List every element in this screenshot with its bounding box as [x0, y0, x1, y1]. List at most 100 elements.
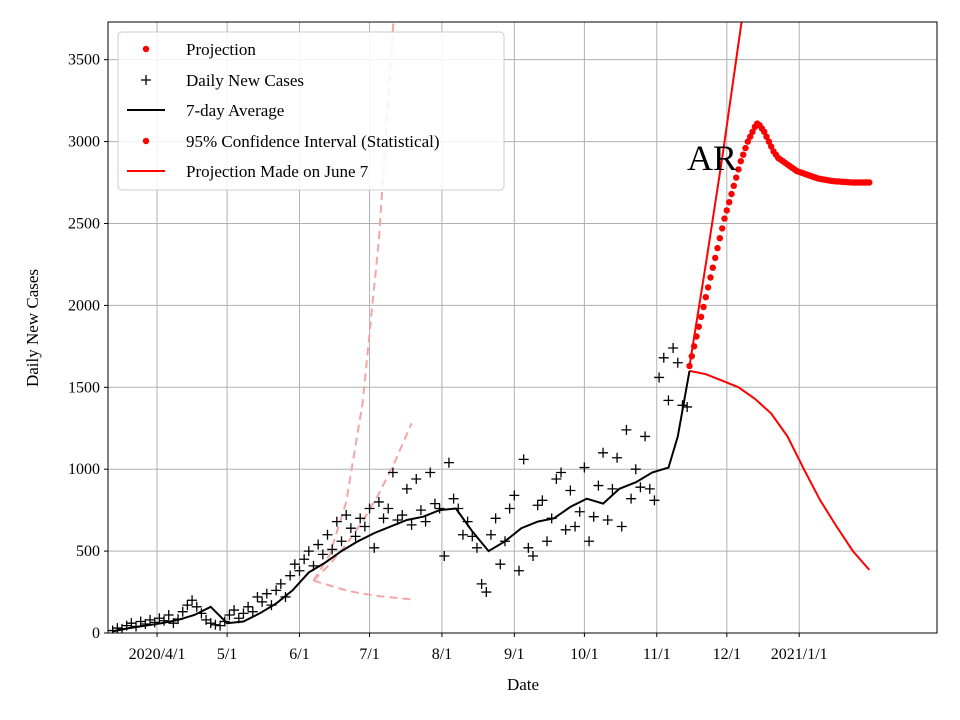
daily-case-marker [243, 601, 254, 612]
daily-case-marker [387, 467, 398, 478]
projection-point [749, 128, 756, 135]
daily-case-marker [322, 529, 333, 540]
daily-case-marker [303, 546, 314, 557]
daily-case-marker [378, 513, 389, 524]
y-tick-label: 1500 [68, 379, 100, 396]
y-tick-label: 2000 [68, 297, 100, 314]
daily-case-marker [364, 503, 375, 514]
projection-point [686, 362, 693, 370]
projection-point [712, 254, 719, 262]
daily-case-marker [630, 464, 641, 475]
daily-case-marker [471, 542, 482, 553]
region-label: AR [687, 138, 737, 178]
projection-point [700, 303, 707, 311]
june-projection-lower-bound [313, 579, 412, 601]
daily-case-marker [341, 510, 352, 521]
daily-case-marker [285, 570, 296, 581]
projection-point [709, 264, 716, 271]
y-tick-label: 2500 [68, 215, 100, 232]
daily-case-marker [616, 521, 627, 532]
y-tick-label: 500 [76, 543, 100, 560]
daily-case-marker [457, 529, 468, 540]
daily-case-marker [397, 510, 408, 521]
daily-case-marker [205, 618, 216, 629]
daily-case-marker [663, 395, 674, 406]
daily-case-marker [481, 587, 492, 598]
daily-case-marker [495, 559, 506, 570]
y-tick-label: 1000 [68, 461, 100, 478]
daily-case-marker [551, 474, 562, 485]
x-tick-label: 9/1 [504, 646, 524, 663]
x-tick-label: 11/1 [643, 646, 671, 663]
seven-day-average-line [112, 370, 691, 633]
daily-case-marker [224, 609, 235, 620]
daily-case-marker [210, 619, 221, 630]
axes-frame [107, 21, 938, 634]
daily-case-marker [401, 483, 412, 494]
daily-case-marker [415, 505, 426, 516]
daily-case-marker [593, 480, 604, 491]
daily-case-marker [640, 431, 651, 442]
x-tick-label: 5/1 [217, 646, 237, 663]
projection-point [702, 294, 709, 301]
projection-point [695, 323, 702, 330]
daily-case-marker [570, 521, 581, 532]
ci-upper-line [688, 22, 743, 367]
x-tick-label: 2020/4/1 [129, 646, 186, 663]
daily-case-marker [355, 513, 366, 524]
daily-case-marker [518, 454, 529, 465]
daily-case-marker [140, 618, 151, 629]
plot-series [108, 22, 873, 633]
projection-point [763, 133, 770, 140]
daily-case-marker [182, 600, 193, 611]
projection-point [728, 190, 735, 198]
daily-case-marker [317, 549, 328, 560]
june-projection-upper-bound [312, 22, 395, 582]
projection-point [719, 225, 726, 232]
daily-case-marker [215, 620, 226, 631]
x-tick-label: 12/1 [713, 646, 741, 663]
daily-case-marker [238, 608, 249, 619]
daily-case-marker [187, 595, 198, 606]
projection-point [714, 244, 721, 252]
daily-case-marker [359, 521, 370, 532]
projection-point [730, 182, 737, 189]
projection-point [744, 138, 751, 145]
legend-label: 95% Confidence Interval (Statistical) [186, 132, 440, 151]
daily-case-marker [149, 617, 160, 628]
daily-case-marker [612, 452, 623, 463]
daily-case-marker [350, 531, 361, 542]
daily-case-marker [509, 490, 520, 501]
projection-point [765, 138, 773, 145]
daily-case-marker [537, 495, 548, 506]
projection-point [704, 284, 712, 291]
projection-point [737, 158, 744, 165]
legend-ci-marker [142, 137, 150, 145]
daily-case-marker [635, 482, 646, 493]
daily-case-marker [294, 565, 305, 576]
daily-case-marker [626, 493, 637, 504]
daily-case-marker [406, 519, 417, 530]
daily-case-marker [177, 606, 188, 617]
daily-case-marker [528, 551, 539, 562]
legend-label: Daily New Cases [186, 71, 304, 90]
x-tick-label: 7/1 [359, 646, 379, 663]
daily-case-marker [261, 588, 272, 599]
daily-case-marker [644, 483, 655, 494]
daily-case-marker [607, 483, 618, 494]
june-projection-line [312, 422, 413, 582]
daily-case-marker [504, 503, 515, 514]
y-tick-label: 3500 [68, 52, 100, 69]
legend-label: Projection Made on June 7 [186, 162, 369, 181]
x-tick-label: 6/1 [289, 646, 309, 663]
daily-case-marker [588, 511, 599, 522]
x-tick-label: 8/1 [432, 646, 452, 663]
daily-case-marker [369, 542, 380, 553]
daily-case-marker [289, 559, 300, 570]
daily-case-marker [476, 578, 487, 589]
daily-case-marker [560, 524, 571, 535]
daily-case-marker [331, 516, 342, 527]
daily-case-marker [649, 495, 660, 506]
projection-point [740, 151, 747, 158]
